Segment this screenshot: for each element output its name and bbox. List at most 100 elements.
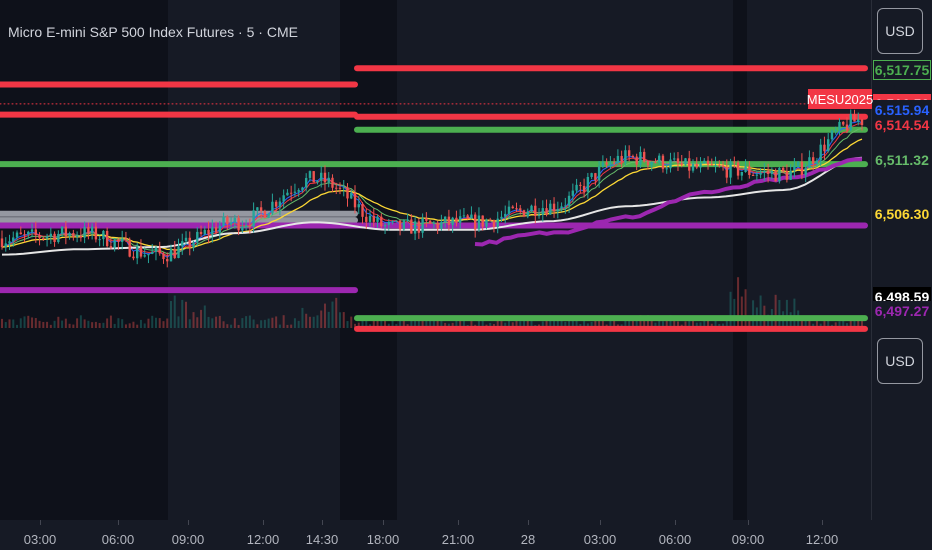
candle-body-51 [192, 242, 195, 248]
candle-body-207 [778, 167, 781, 182]
volume-bar-198 [744, 289, 747, 328]
time-axis-label: 18:00 [366, 532, 400, 547]
candle-body-69 [259, 207, 263, 211]
candle-body-155 [582, 185, 586, 192]
candle-body-184 [691, 163, 695, 171]
candle-body-91 [342, 187, 345, 189]
candle-body-131 [492, 220, 496, 227]
volume-bar-90 [338, 312, 341, 328]
time-tick-mark [822, 520, 823, 525]
candle-body-164 [616, 155, 620, 164]
candle-body-217 [815, 160, 819, 164]
candle-body-226 [849, 114, 852, 131]
candle-body-59 [222, 216, 225, 226]
candle-body-182 [684, 158, 687, 165]
volume-bar-7 [27, 315, 30, 328]
volume-bar-44 [166, 318, 169, 328]
candle-body-171 [642, 151, 646, 162]
candle-body-95 [357, 204, 360, 208]
volume-bar-48 [181, 299, 184, 328]
volume-bar-148 [556, 319, 559, 328]
candle-body-45 [169, 248, 173, 262]
candle-body-90 [338, 187, 342, 189]
volume-bar-82 [308, 316, 311, 328]
candle-body-139 [522, 210, 526, 217]
candle-body-36 [135, 246, 139, 259]
volume-bar-28 [106, 318, 109, 328]
volume-bar-220 [827, 319, 830, 328]
volume-bar-95 [357, 322, 360, 328]
candle-body-161 [605, 162, 608, 165]
candle-body-127 [477, 215, 481, 230]
volume-bar-41 [154, 317, 157, 328]
candle-body-118 [443, 216, 447, 222]
candle-body-108 [406, 219, 409, 221]
candle-body-48 [181, 241, 184, 247]
volume-bar-104 [391, 316, 394, 328]
volume-bar-83 [312, 316, 315, 328]
candle-body-152 [571, 190, 575, 196]
price-chart-plot[interactable] [0, 0, 871, 520]
candle-body-178 [669, 159, 672, 169]
session-shade-0 [0, 0, 168, 520]
volume-bar-91 [342, 312, 345, 328]
volume-bar-196 [737, 277, 740, 328]
volume-bar-224 [842, 319, 845, 328]
volume-bar-177 [665, 316, 668, 328]
volume-bar-3 [12, 319, 15, 328]
volume-bar-99 [372, 316, 375, 328]
candle-body-25 [94, 226, 98, 240]
currency-button-bottom[interactable]: USD [877, 338, 923, 384]
candle-body-142 [534, 205, 537, 216]
indicator-lines [1, 120, 863, 259]
candle-body-150 [564, 205, 567, 207]
candle-body-70 [263, 210, 267, 218]
candle-body-55 [207, 229, 210, 235]
candle-body-162 [609, 162, 612, 165]
volume-bar-127 [477, 320, 480, 328]
volume-bar-11 [42, 321, 45, 328]
candle-body-37 [139, 246, 143, 257]
volume-bar-139 [523, 318, 526, 328]
volume-bar-170 [639, 315, 642, 328]
volume-bar-106 [399, 320, 402, 328]
volume-bar-194 [729, 291, 732, 328]
candle-body-122 [458, 216, 462, 223]
volume-bar-153 [575, 317, 578, 328]
candle-body-189 [710, 164, 713, 166]
volume-bar-107 [402, 318, 405, 328]
volume-bar-200 [752, 300, 755, 328]
candle-body-141 [530, 205, 533, 212]
volume-bar-213 [800, 316, 803, 328]
candle-body-46 [173, 248, 176, 258]
symbol-badge: MESU2025 [807, 89, 873, 109]
volume-bar-8 [31, 317, 34, 328]
volume-bar-193 [725, 320, 728, 328]
volume-bar-122 [459, 317, 462, 328]
volume-bar-17 [64, 318, 67, 328]
time-axis-label: 09:00 [171, 532, 205, 547]
volume-bar-217 [815, 319, 818, 328]
volume-bar-46 [173, 295, 176, 328]
candle-body-188 [706, 160, 710, 165]
candle-body-192 [721, 165, 725, 167]
price-axis-panel[interactable] [871, 0, 932, 520]
candle-body-30 [113, 239, 116, 248]
time-axis-label: 06:00 [658, 532, 692, 547]
volume-bar-26 [98, 323, 101, 328]
volume-bar-84 [316, 315, 319, 328]
currency-button-top[interactable]: USD [877, 8, 923, 54]
volume-bar-22 [83, 319, 86, 328]
time-axis[interactable]: 03:00 06:00 09:00 12:00 14:30 18:00 21:00 28 03:… [0, 520, 932, 550]
candle-body-130 [489, 219, 492, 221]
volume-bar-4 [16, 324, 19, 328]
candle-body-84 [316, 180, 319, 183]
candle-body-71 [267, 213, 270, 218]
candle-body-18 [68, 233, 71, 237]
volume-bar-156 [586, 323, 589, 328]
candle-body-156 [586, 176, 590, 192]
time-axis-label: 09:00 [731, 532, 765, 547]
time-tick-mark [322, 520, 323, 525]
candle-body-79 [297, 190, 300, 192]
volume-bar-110 [414, 318, 417, 328]
